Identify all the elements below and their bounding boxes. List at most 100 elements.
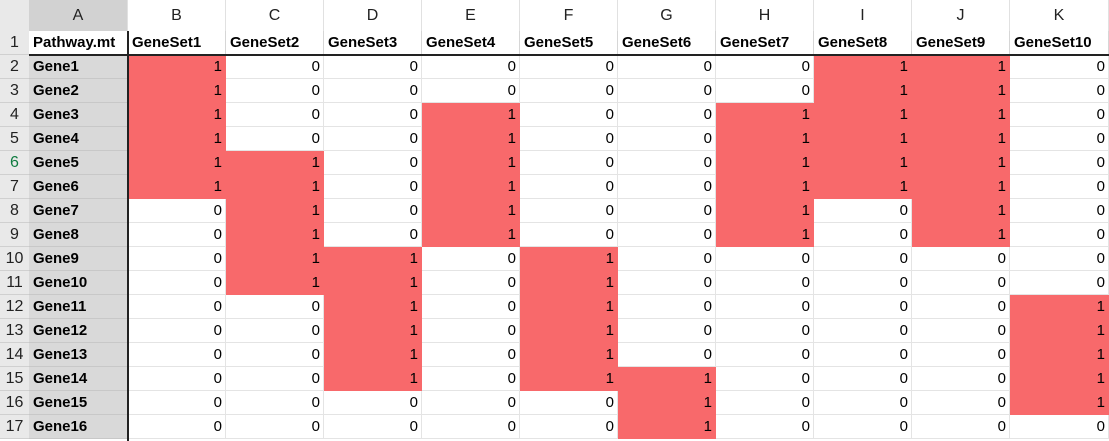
value-cell[interactable]: 0 <box>912 391 1010 415</box>
value-cell[interactable]: 0 <box>912 367 1010 391</box>
value-cell[interactable]: 1 <box>814 175 912 199</box>
value-cell[interactable]: 0 <box>814 343 912 367</box>
column-header-d[interactable]: D <box>324 0 422 31</box>
column-header-b[interactable]: B <box>128 0 226 31</box>
value-cell[interactable]: 1 <box>814 79 912 103</box>
value-cell[interactable]: 0 <box>128 367 226 391</box>
value-cell[interactable]: 0 <box>226 127 324 151</box>
value-cell[interactable]: 0 <box>520 103 618 127</box>
value-cell[interactable]: 0 <box>226 79 324 103</box>
value-cell[interactable]: 0 <box>520 391 618 415</box>
value-cell[interactable]: 1 <box>226 247 324 271</box>
value-cell[interactable]: 1 <box>520 319 618 343</box>
value-cell[interactable]: 0 <box>716 295 814 319</box>
value-cell[interactable]: 0 <box>422 295 520 319</box>
value-cell[interactable]: 0 <box>912 415 1010 439</box>
column-header-g[interactable]: G <box>618 0 716 31</box>
value-cell[interactable]: 0 <box>520 127 618 151</box>
header-cell-geneset1[interactable]: GeneSet1 <box>128 31 226 55</box>
header-cell-geneset4[interactable]: GeneSet4 <box>422 31 520 55</box>
value-cell[interactable]: 0 <box>716 55 814 79</box>
select-all-corner[interactable] <box>0 0 29 31</box>
value-cell[interactable]: 0 <box>324 223 422 247</box>
column-header-i[interactable]: I <box>814 0 912 31</box>
value-cell[interactable]: 1 <box>1010 391 1109 415</box>
row-header-16[interactable]: 16 <box>0 391 29 415</box>
column-header-h[interactable]: H <box>716 0 814 31</box>
value-cell[interactable]: 0 <box>1010 151 1109 175</box>
value-cell[interactable]: 1 <box>422 127 520 151</box>
value-cell[interactable]: 0 <box>814 271 912 295</box>
value-cell[interactable]: 0 <box>618 343 716 367</box>
value-cell[interactable]: 0 <box>1010 199 1109 223</box>
value-cell[interactable]: 0 <box>422 415 520 439</box>
header-cell-geneset5[interactable]: GeneSet5 <box>520 31 618 55</box>
value-cell[interactable]: 0 <box>912 271 1010 295</box>
value-cell[interactable]: 1 <box>324 319 422 343</box>
value-cell[interactable]: 0 <box>716 319 814 343</box>
value-cell[interactable]: 0 <box>324 103 422 127</box>
value-cell[interactable]: 0 <box>128 271 226 295</box>
value-cell[interactable]: 1 <box>912 151 1010 175</box>
row-header-3[interactable]: 3 <box>0 79 29 103</box>
value-cell[interactable]: 0 <box>128 391 226 415</box>
row-header-1[interactable]: 1 <box>0 31 29 55</box>
header-cell-geneset2[interactable]: GeneSet2 <box>226 31 324 55</box>
value-cell[interactable]: 1 <box>716 103 814 127</box>
row-header-8[interactable]: 8 <box>0 199 29 223</box>
row-header-11[interactable]: 11 <box>0 271 29 295</box>
value-cell[interactable]: 1 <box>814 103 912 127</box>
value-cell[interactable]: 0 <box>618 199 716 223</box>
value-cell[interactable]: 1 <box>422 151 520 175</box>
value-cell[interactable]: 0 <box>912 295 1010 319</box>
value-cell[interactable]: 1 <box>324 247 422 271</box>
value-cell[interactable]: 1 <box>422 199 520 223</box>
header-cell-geneset9[interactable]: GeneSet9 <box>912 31 1010 55</box>
value-cell[interactable]: 1 <box>814 151 912 175</box>
value-cell[interactable]: 0 <box>520 415 618 439</box>
row-header-6[interactable]: 6 <box>0 151 29 175</box>
value-cell[interactable]: 0 <box>618 127 716 151</box>
column-header-e[interactable]: E <box>422 0 520 31</box>
value-cell[interactable]: 1 <box>520 343 618 367</box>
value-cell[interactable]: 0 <box>128 295 226 319</box>
header-cell-geneset6[interactable]: GeneSet6 <box>618 31 716 55</box>
value-cell[interactable]: 0 <box>128 343 226 367</box>
value-cell[interactable]: 1 <box>422 223 520 247</box>
value-cell[interactable]: 1 <box>912 199 1010 223</box>
value-cell[interactable]: 1 <box>716 175 814 199</box>
value-cell[interactable]: 1 <box>618 367 716 391</box>
gene-name-cell[interactable]: Gene4 <box>29 127 128 151</box>
value-cell[interactable]: 0 <box>814 415 912 439</box>
value-cell[interactable]: 1 <box>814 127 912 151</box>
value-cell[interactable]: 0 <box>716 415 814 439</box>
value-cell[interactable]: 0 <box>912 343 1010 367</box>
gene-name-cell[interactable]: Gene9 <box>29 247 128 271</box>
gene-name-cell[interactable]: Gene2 <box>29 79 128 103</box>
value-cell[interactable]: 0 <box>1010 415 1109 439</box>
header-cell-geneset10[interactable]: GeneSet10 <box>1010 31 1109 55</box>
value-cell[interactable]: 0 <box>422 391 520 415</box>
gene-name-cell[interactable]: Gene10 <box>29 271 128 295</box>
value-cell[interactable]: 0 <box>912 319 1010 343</box>
value-cell[interactable]: 0 <box>618 175 716 199</box>
value-cell[interactable]: 1 <box>226 223 324 247</box>
value-cell[interactable]: 1 <box>226 175 324 199</box>
value-cell[interactable]: 0 <box>814 367 912 391</box>
value-cell[interactable]: 0 <box>324 55 422 79</box>
column-header-k[interactable]: K <box>1010 0 1109 31</box>
column-header-c[interactable]: C <box>226 0 324 31</box>
value-cell[interactable]: 0 <box>1010 127 1109 151</box>
value-cell[interactable]: 0 <box>128 319 226 343</box>
row-header-12[interactable]: 12 <box>0 295 29 319</box>
value-cell[interactable]: 0 <box>324 151 422 175</box>
value-cell[interactable]: 1 <box>912 175 1010 199</box>
value-cell[interactable]: 0 <box>618 151 716 175</box>
gene-name-cell[interactable]: Gene11 <box>29 295 128 319</box>
value-cell[interactable]: 0 <box>716 367 814 391</box>
value-cell[interactable]: 1 <box>128 151 226 175</box>
header-cell-pathway[interactable]: Pathway.mt <box>29 31 128 55</box>
value-cell[interactable]: 0 <box>520 79 618 103</box>
value-cell[interactable]: 0 <box>226 343 324 367</box>
value-cell[interactable]: 0 <box>128 199 226 223</box>
